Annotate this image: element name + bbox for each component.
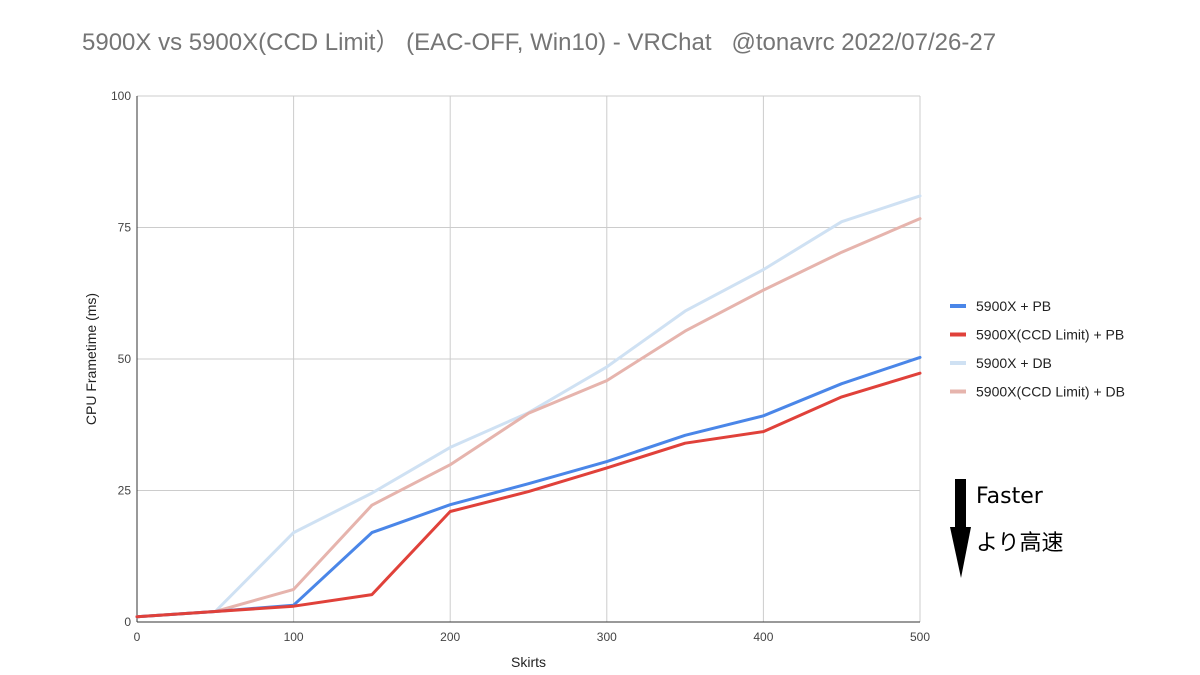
series-line (135, 194, 922, 619)
y-tick-label: 50 (118, 352, 132, 366)
chart-title: 5900X vs 5900X(CCD Limit） (EAC-OFF, Win1… (82, 29, 997, 56)
down-arrow-shaft (955, 479, 966, 529)
faster-label: Faster (976, 484, 1044, 509)
faster-label-ja: より高速 (976, 531, 1064, 556)
x-tick-label: 300 (597, 630, 617, 644)
series-line (135, 355, 922, 619)
y-tick-label: 25 (118, 484, 132, 498)
y-tick-label: 0 (124, 615, 131, 629)
series-line (135, 371, 922, 619)
legend-label: 5900X(CCD Limit) + PB (976, 327, 1124, 343)
series-line (135, 217, 922, 619)
x-tick-label: 400 (753, 630, 773, 644)
x-tick-label: 100 (284, 630, 304, 644)
legend-label: 5900X(CCD Limit) + DB (976, 384, 1125, 400)
series (135, 194, 922, 619)
faster-annotation: Faster より高速 (950, 479, 1064, 578)
legend-label: 5900X + PB (976, 298, 1051, 314)
x-axis-title: Skirts (511, 654, 546, 670)
x-tick-label: 200 (440, 630, 460, 644)
x-tick-label: 500 (910, 630, 930, 644)
axes: 0 25 50 75 100 0 100 200 300 400 500 Skirts CPU Fram… (83, 89, 930, 670)
legend-label: 5900X + DB (976, 355, 1052, 371)
y-axis-title: CPU Frametime (ms) (83, 293, 99, 425)
y-tick-label: 75 (118, 221, 132, 235)
down-arrow-icon (950, 527, 971, 578)
grid (137, 95, 921, 622)
legend: 5900X + PB 5900X(CCD Limit) + PB 5900X + D… (950, 298, 1125, 400)
x-tick-label: 0 (134, 630, 141, 644)
y-tick-label: 100 (111, 89, 131, 103)
